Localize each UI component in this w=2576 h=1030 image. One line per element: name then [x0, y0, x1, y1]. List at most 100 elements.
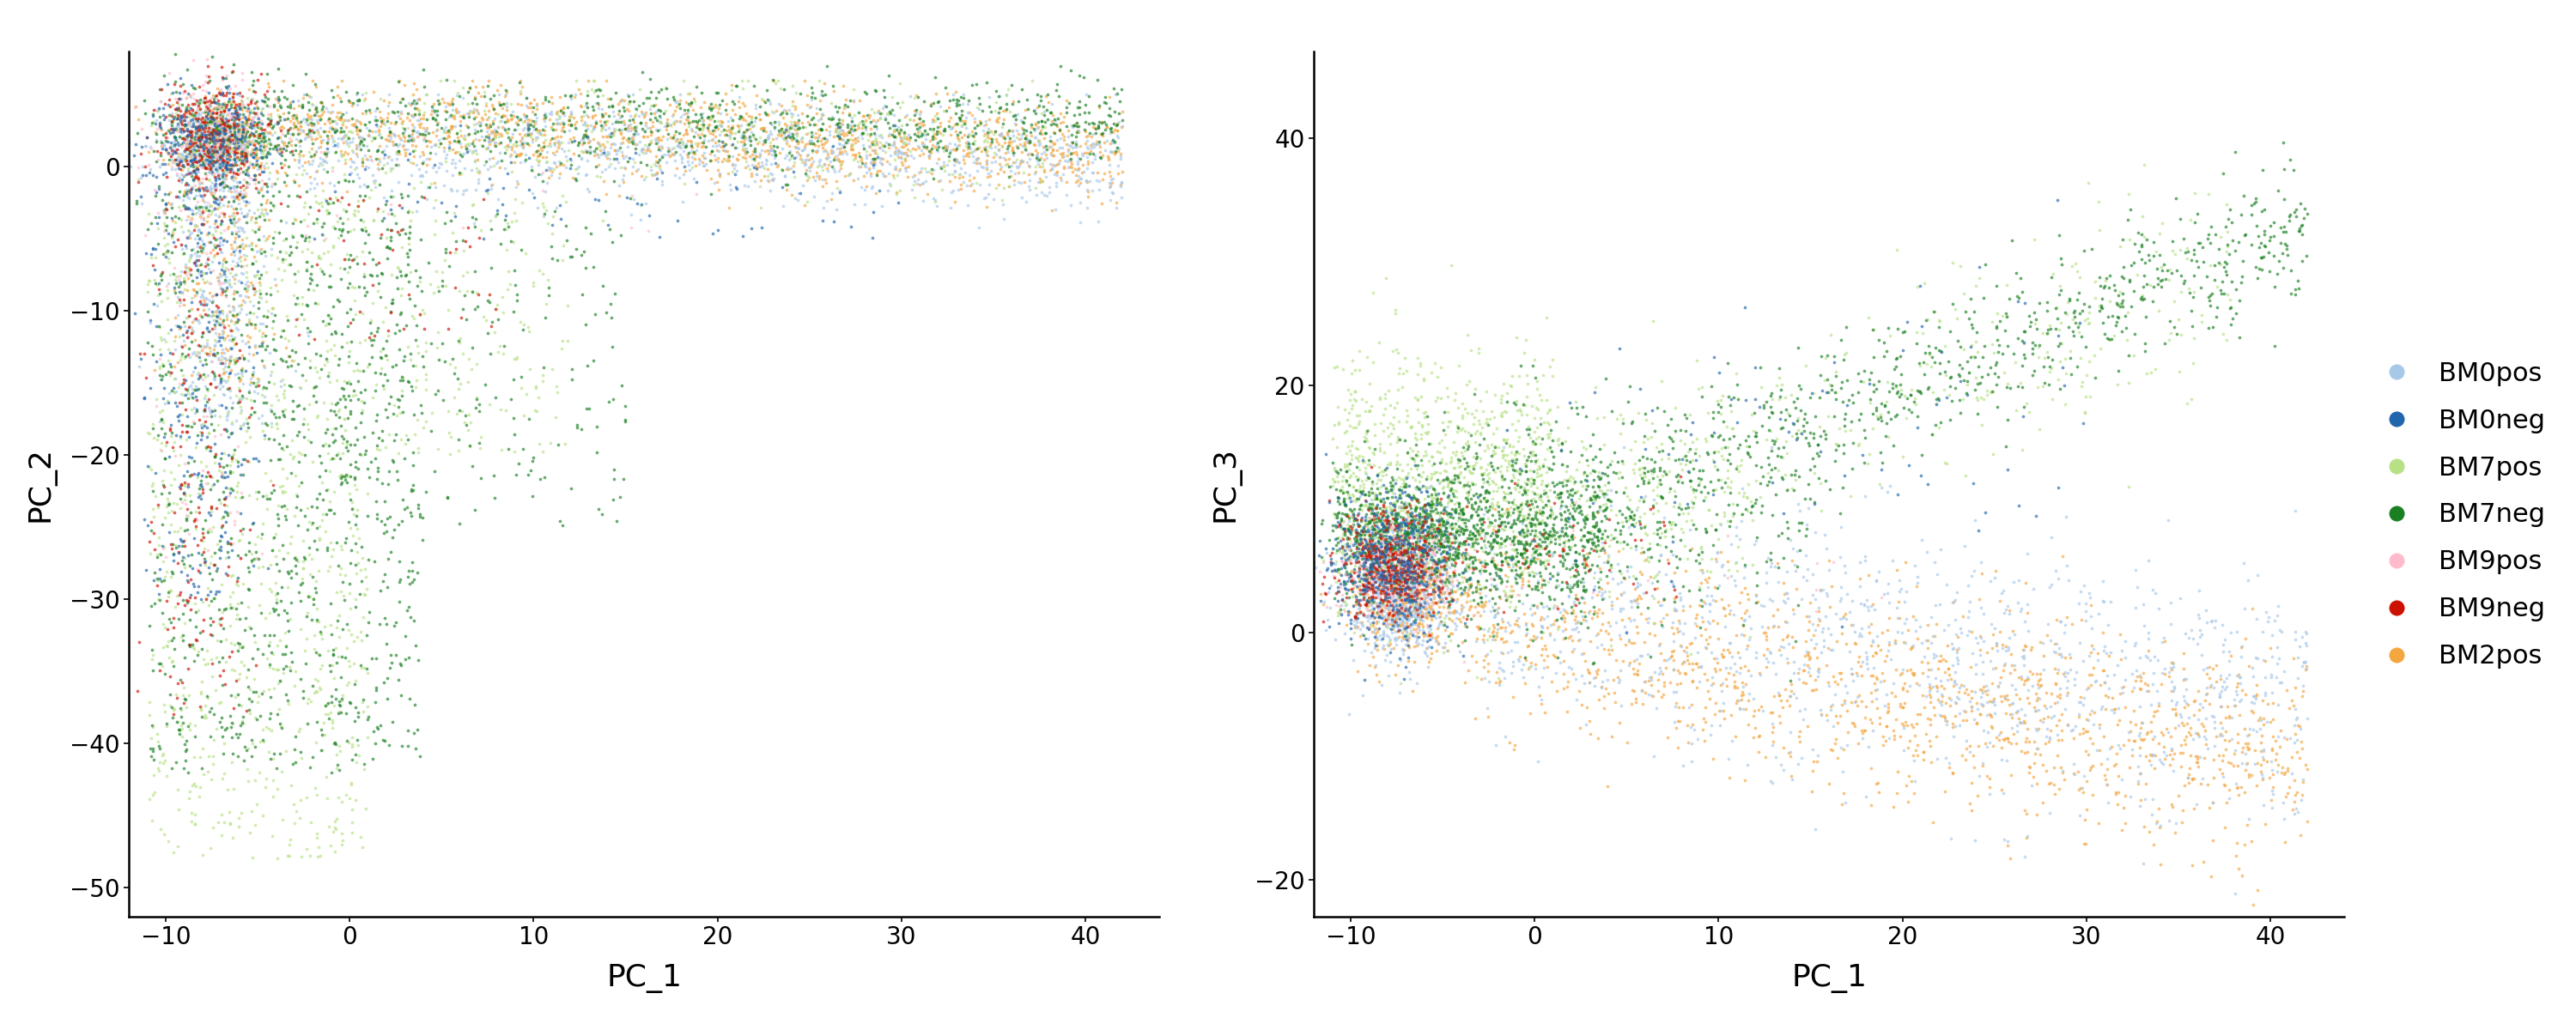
Point: [1443, 478, 1484, 494]
Point: [289, 115, 330, 132]
Point: [289, 335, 330, 351]
Point: [312, 119, 353, 136]
Point: [2069, 730, 2110, 747]
Point: [317, 445, 358, 461]
Point: [1473, 552, 1515, 569]
Point: [1365, 534, 1406, 550]
Point: [224, 130, 265, 146]
Point: [1394, 582, 1435, 598]
Point: [1893, 666, 1935, 683]
Point: [185, 118, 227, 135]
Point: [1352, 607, 1394, 623]
Point: [198, 108, 240, 125]
Point: [1445, 542, 1486, 558]
Point: [209, 161, 250, 177]
Point: [242, 806, 283, 823]
Point: [1342, 521, 1383, 538]
Point: [634, 157, 675, 173]
Point: [752, 142, 793, 159]
Point: [1409, 547, 1450, 563]
Point: [1448, 373, 1489, 389]
Point: [147, 123, 188, 139]
Point: [188, 143, 229, 160]
Point: [206, 178, 247, 195]
Point: [196, 563, 237, 580]
Point: [222, 116, 263, 133]
Point: [286, 716, 327, 732]
Point: [690, 152, 732, 169]
Point: [1667, 452, 1708, 469]
Point: [180, 205, 222, 221]
Point: [1924, 783, 1965, 799]
Point: [1334, 391, 1376, 408]
Point: [242, 158, 283, 174]
Point: [1986, 308, 2027, 324]
Point: [183, 294, 224, 310]
Point: [1422, 512, 1463, 528]
Point: [252, 406, 294, 422]
Point: [1363, 593, 1404, 610]
Point: [1468, 416, 1510, 433]
Point: [1370, 571, 1412, 587]
Point: [381, 91, 422, 107]
Point: [1654, 494, 1695, 511]
Point: [214, 56, 255, 72]
Point: [1350, 596, 1391, 613]
Point: [724, 145, 765, 162]
Point: [209, 136, 250, 152]
Point: [173, 154, 214, 171]
Point: [198, 148, 240, 165]
Point: [234, 148, 276, 165]
Point: [2120, 681, 2161, 697]
Point: [1540, 522, 1582, 539]
Point: [1352, 353, 1394, 370]
Point: [453, 103, 495, 119]
Point: [708, 147, 750, 164]
Point: [201, 397, 242, 413]
Point: [1399, 565, 1440, 582]
Point: [2092, 739, 2133, 755]
Point: [1901, 446, 1942, 462]
Point: [1468, 440, 1510, 456]
Point: [979, 142, 1020, 159]
Point: [234, 84, 276, 101]
Point: [1625, 488, 1667, 505]
Point: [343, 193, 384, 209]
Point: [178, 121, 219, 137]
Point: [1383, 534, 1425, 550]
Point: [1994, 574, 2035, 590]
Point: [255, 555, 296, 572]
Point: [1855, 690, 1896, 707]
Point: [204, 169, 245, 185]
Point: [1765, 401, 1806, 417]
Point: [216, 129, 258, 145]
Point: [1829, 488, 1870, 505]
Point: [1340, 566, 1381, 583]
Point: [162, 132, 204, 148]
Point: [724, 129, 765, 145]
Point: [595, 151, 636, 168]
Point: [446, 140, 487, 157]
Point: [149, 123, 191, 139]
Point: [811, 144, 853, 161]
Point: [291, 114, 332, 131]
Point: [178, 127, 219, 143]
Point: [1381, 581, 1422, 597]
Point: [1381, 563, 1422, 580]
Point: [1363, 597, 1404, 614]
Point: [415, 128, 456, 144]
Point: [1656, 620, 1698, 637]
Point: [392, 85, 433, 102]
Point: [1651, 516, 1692, 533]
Point: [2022, 325, 2063, 342]
Point: [1556, 493, 1597, 510]
Point: [1600, 627, 1641, 644]
Point: [1435, 566, 1476, 583]
Point: [1378, 553, 1419, 570]
Point: [2244, 238, 2285, 254]
Point: [201, 71, 242, 88]
Point: [1865, 393, 1906, 410]
Point: [1461, 620, 1502, 637]
Point: [2094, 317, 2136, 334]
Point: [330, 554, 371, 571]
